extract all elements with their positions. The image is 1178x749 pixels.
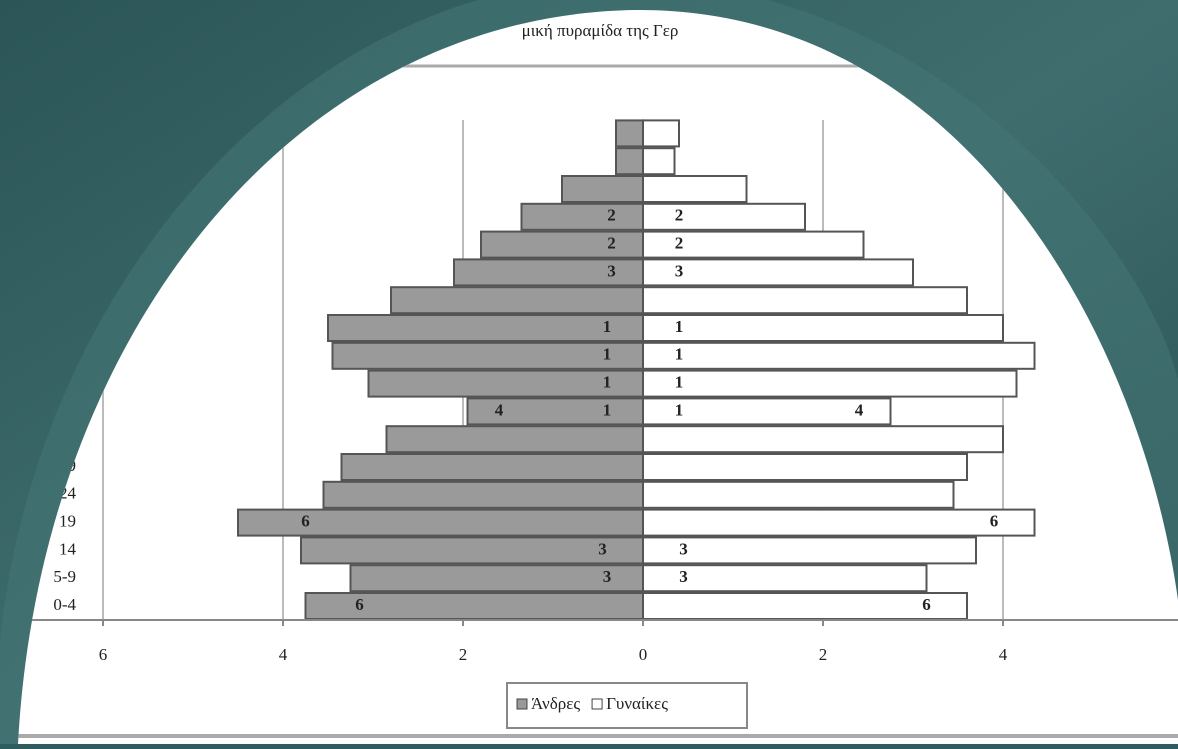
- bar: [349, 564, 644, 593]
- bar: [642, 592, 968, 620]
- legend-swatch: [516, 698, 528, 710]
- bar: [642, 508, 1036, 537]
- bar: [642, 341, 1036, 370]
- marker-label: 6: [355, 595, 364, 614]
- bar: [385, 425, 644, 454]
- bar: [642, 453, 968, 481]
- marker-label: 4: [495, 400, 504, 419]
- x-tick-label: 4: [279, 645, 288, 664]
- bar: [642, 369, 1018, 398]
- marker-label: 1: [603, 345, 612, 364]
- bar: [237, 508, 644, 537]
- legend: Άνδρες Γυναίκες: [506, 682, 748, 729]
- marker-label: 3: [675, 261, 684, 280]
- marker-label: 6: [990, 512, 999, 531]
- bar: [615, 119, 644, 148]
- bar: [642, 202, 806, 231]
- bar: [331, 341, 644, 370]
- marker-label: 3: [679, 539, 688, 558]
- marker-label: 3: [603, 567, 612, 586]
- legend-label: Γυναίκες: [606, 694, 668, 713]
- bar: [642, 147, 676, 176]
- bar: [642, 119, 680, 148]
- x-tick-label: 2: [819, 645, 828, 664]
- marker-label: 6: [922, 595, 931, 614]
- bar: [466, 397, 644, 426]
- x-tick-label: 0: [639, 645, 648, 664]
- marker-label: 1: [603, 400, 612, 419]
- plot: μική πυραμίδα της Γερ 6 4 2 0 2 40-45-9141924…: [18, 21, 1178, 738]
- marker-label: 3: [598, 539, 607, 558]
- bar: [642, 536, 977, 565]
- bar: [367, 369, 644, 398]
- bar: [520, 202, 644, 231]
- bar: [642, 425, 1004, 454]
- chart-title: μική πυραμίδα της Γερ: [522, 21, 679, 40]
- bar: [642, 286, 968, 315]
- legend-swatch: [591, 698, 603, 710]
- bar: [615, 147, 644, 176]
- x-tick-label: 2: [459, 645, 468, 664]
- x-tick-label: 4: [999, 645, 1008, 664]
- bar: [304, 592, 644, 620]
- y-tick-label: 19: [59, 512, 76, 531]
- marker-label: 1: [675, 400, 684, 419]
- bar: [453, 258, 644, 287]
- bar: [327, 314, 644, 342]
- bar: [642, 564, 928, 593]
- marker-label: 2: [607, 234, 616, 253]
- bar: [561, 175, 644, 203]
- y-tick-label: 14: [59, 539, 77, 558]
- marker-label: 2: [675, 234, 684, 253]
- marker-label: 4: [855, 400, 864, 419]
- bar: [642, 480, 955, 509]
- marker-label: 6: [301, 512, 310, 531]
- bar: [642, 314, 1004, 342]
- bar: [480, 230, 644, 259]
- marker-label: 3: [607, 261, 616, 280]
- bar: [340, 453, 644, 481]
- legend-box: [506, 682, 748, 729]
- bar: [642, 230, 865, 259]
- marker-label: 3: [679, 567, 688, 586]
- bar: [642, 258, 914, 287]
- bar: [300, 536, 644, 565]
- bar: [390, 286, 644, 315]
- marker-label: 1: [603, 373, 612, 392]
- bar: [322, 480, 644, 509]
- y-tick-label: 0-4: [53, 595, 76, 614]
- marker-label: 1: [675, 317, 684, 336]
- bar: [642, 175, 748, 203]
- marker-label: 1: [603, 317, 612, 336]
- marker-label: 2: [607, 206, 616, 225]
- y-tick-label: 5-9: [53, 567, 76, 586]
- marker-label: 1: [675, 373, 684, 392]
- bar: [642, 397, 892, 426]
- marker-label: 2: [675, 206, 684, 225]
- legend-label: Άνδρες: [531, 694, 580, 713]
- marker-label: 1: [675, 345, 684, 364]
- x-tick-label: 6: [99, 645, 108, 664]
